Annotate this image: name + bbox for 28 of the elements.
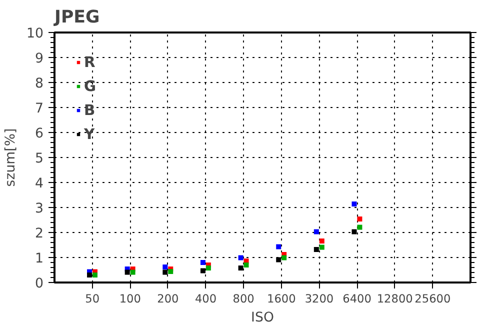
chart-title: JPEG [54,8,100,28]
y-tick-label: 1 [35,252,44,266]
y-tick-label: 9 [35,52,44,66]
x-tick-label: 50 [85,292,100,306]
y-tick-label: 6 [35,126,44,142]
y-tick-label: 8 [35,76,44,92]
x-tick-label: 400 [194,292,217,306]
x-tick-label: 12800 [376,292,413,306]
y-tick-label: 0 [35,276,44,292]
legend-label: B [84,102,96,118]
y-tick-label: 3 [35,202,44,216]
legend-label: G [84,78,98,94]
x-tick-label: 800 [232,292,254,306]
x-tick-label: 100 [119,292,141,306]
x-axis-title: ISO [251,310,274,326]
legend-label: R [84,54,96,70]
x-tick-label: 3200 [304,292,334,306]
y-axis-title: szum[%] [4,128,19,187]
y-tick-label: 4 [35,176,44,192]
x-tick-label: 25600 [414,292,451,306]
x-tick-label: 6400 [342,292,372,306]
x-tick-label: 200 [157,292,179,306]
y-tick-label: 10 [26,26,44,42]
y-tick-label: 7 [35,102,44,116]
legend-label: Y [84,126,96,142]
y-tick-label: 5 [35,152,44,166]
x-tick-label: 1600 [266,292,296,306]
y-tick-label: 2 [35,226,44,242]
